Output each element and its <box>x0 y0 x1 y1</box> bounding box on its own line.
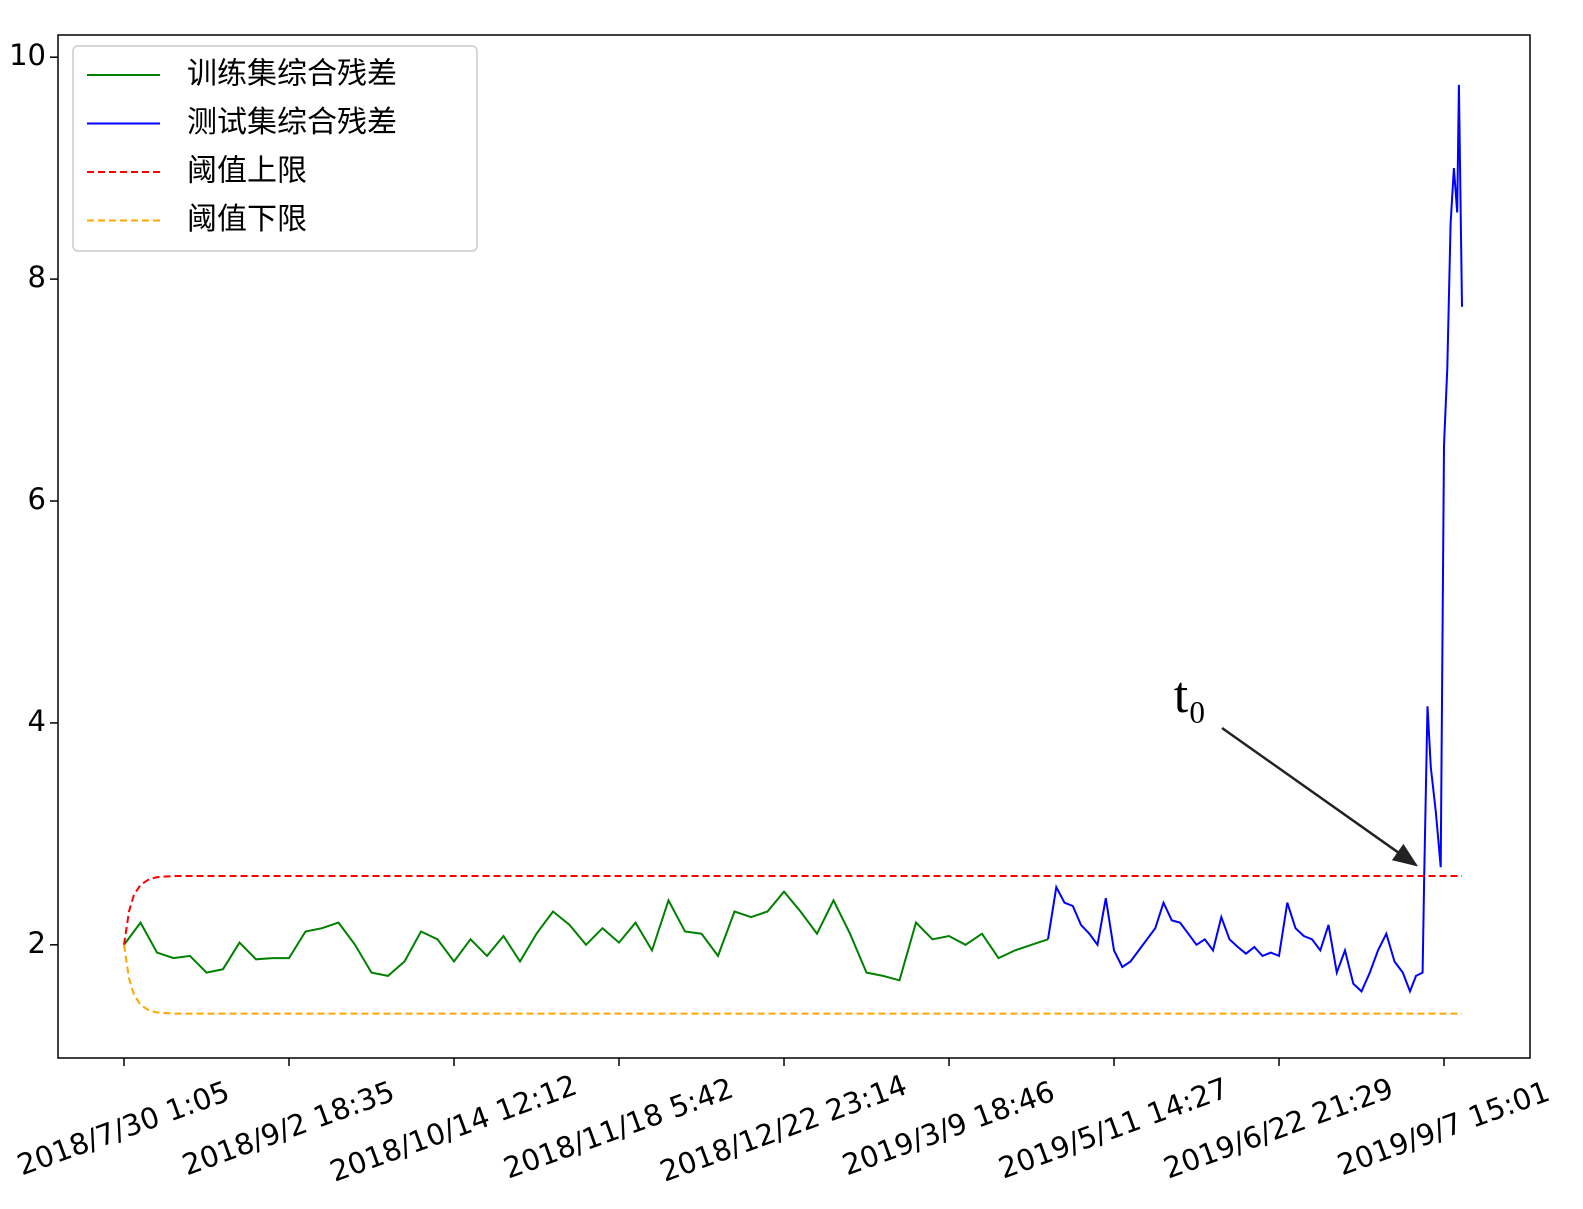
y-tick-label: 6 <box>28 482 46 516</box>
legend-label: 阈值下限 <box>187 202 307 237</box>
legend-label: 阈值上限 <box>187 154 307 189</box>
series-line <box>123 944 1462 1015</box>
plot-area <box>123 84 1463 1015</box>
annotation: t₀ <box>1174 667 1207 724</box>
annotation-arrow <box>1221 726 1419 867</box>
series-line <box>123 875 1462 945</box>
legend-label: 测试集综合残差 <box>187 105 397 140</box>
plot-frame <box>57 34 1531 1059</box>
y-tick-label: 10 <box>9 38 46 72</box>
y-tick-label: 4 <box>28 704 46 738</box>
legend-label: 训练集综合残差 <box>187 57 397 92</box>
y-tick-label: 2 <box>28 926 46 960</box>
series-line <box>123 890 1049 982</box>
y-tick-label: 8 <box>28 260 46 294</box>
legend <box>72 45 478 252</box>
series-line <box>1047 84 1463 995</box>
